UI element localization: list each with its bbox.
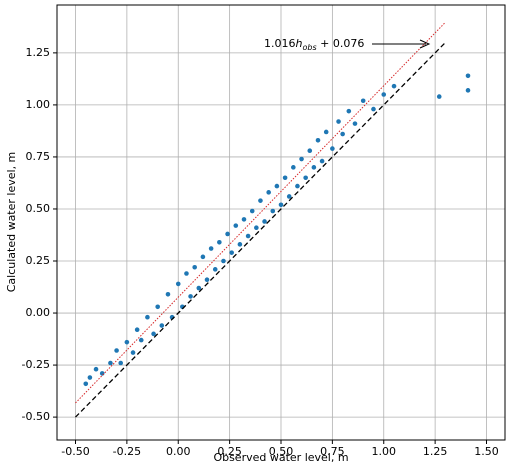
- point: [436, 94, 442, 99]
- point: [165, 292, 171, 297]
- x-tick-label: 0.25: [217, 445, 242, 458]
- y-tick-label: -0.50: [22, 410, 50, 423]
- point: [237, 242, 243, 247]
- y-tick-label: 0.25: [26, 254, 51, 267]
- y-axis-label: Calculated water level, m: [5, 152, 18, 293]
- reference-line: [75, 21, 446, 404]
- point: [371, 106, 376, 112]
- point: [319, 158, 325, 164]
- x-axis-label: Observed water level, m: [213, 451, 348, 464]
- x-tick-label: -0.25: [113, 445, 141, 458]
- point: [295, 183, 300, 189]
- point: [360, 98, 366, 104]
- point: [336, 119, 341, 124]
- point: [258, 198, 263, 203]
- point: [352, 121, 358, 126]
- point: [221, 258, 226, 264]
- plot-frame: [56, 4, 506, 441]
- point: [200, 254, 206, 260]
- point: [229, 250, 234, 255]
- point: [330, 146, 335, 151]
- annotation-part: h: [296, 37, 303, 50]
- annotation-part: 1.016: [264, 37, 296, 50]
- y-tick-label: 1.00: [26, 98, 51, 111]
- point: [93, 366, 99, 372]
- annotation-part: obs: [302, 43, 316, 52]
- x-tick-label: 0.50: [269, 445, 294, 458]
- point: [266, 190, 271, 195]
- point: [134, 327, 140, 332]
- x-tick-label: 1.25: [423, 445, 448, 458]
- point: [278, 202, 284, 208]
- annotation-part: + 0.076: [317, 37, 365, 50]
- point: [188, 294, 193, 299]
- point: [208, 246, 214, 251]
- point: [233, 223, 239, 228]
- point: [465, 88, 471, 93]
- y-tick-label: -0.25: [22, 358, 50, 371]
- point: [184, 271, 189, 276]
- point: [315, 137, 321, 143]
- point: [323, 129, 329, 135]
- point: [175, 281, 181, 287]
- point: [212, 267, 218, 272]
- point: [108, 360, 113, 366]
- point: [311, 165, 317, 170]
- point: [138, 337, 144, 343]
- point: [245, 233, 251, 239]
- point: [340, 131, 345, 137]
- point: [114, 348, 119, 353]
- point: [307, 148, 313, 153]
- point: [262, 219, 267, 224]
- point: [87, 375, 93, 380]
- point: [204, 277, 210, 283]
- point: [155, 304, 160, 310]
- point: [274, 183, 280, 189]
- point: [196, 285, 202, 291]
- point: [346, 108, 352, 114]
- x-tick-label: 1.50: [474, 445, 499, 458]
- point: [465, 73, 471, 79]
- point: [254, 225, 259, 231]
- point: [286, 194, 292, 199]
- x-tick-label: -0.50: [61, 445, 89, 458]
- point: [282, 175, 288, 181]
- point: [303, 175, 308, 181]
- point: [130, 350, 136, 355]
- point: [151, 331, 156, 337]
- point: [83, 381, 89, 387]
- point: [99, 371, 105, 376]
- x-tick-label: 0.00: [166, 445, 191, 458]
- point: [145, 314, 150, 320]
- point: [225, 231, 230, 237]
- point: [291, 165, 296, 170]
- y-tick-label: 1.25: [26, 46, 51, 59]
- point: [192, 264, 197, 270]
- point: [299, 156, 304, 162]
- x-tick-label: 1.00: [372, 445, 397, 458]
- annotation: 1.016hobs + 0.076: [264, 37, 364, 52]
- point: [270, 208, 276, 214]
- point: [241, 217, 247, 222]
- reference-line: [75, 42, 446, 418]
- point: [124, 339, 130, 345]
- x-tick-label: 0.75: [320, 445, 345, 458]
- y-tick-label: 0.50: [26, 202, 51, 215]
- point: [391, 83, 397, 89]
- y-tick-label: 0.00: [26, 306, 51, 319]
- point: [249, 208, 255, 214]
- annotation-arrowhead: [419, 39, 431, 49]
- point: [159, 323, 165, 328]
- point: [217, 239, 222, 245]
- point: [118, 360, 124, 366]
- y-tick-label: 0.75: [26, 150, 51, 163]
- point: [381, 92, 387, 97]
